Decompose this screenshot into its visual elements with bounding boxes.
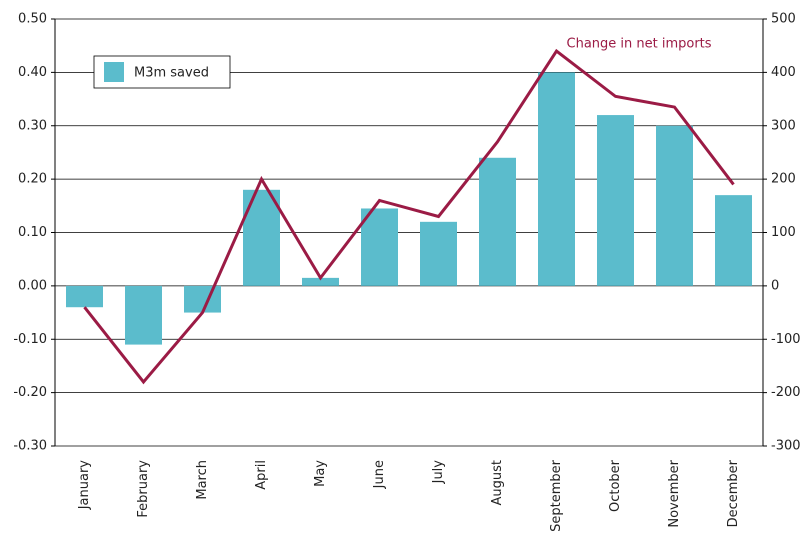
legend-swatch [104, 62, 124, 82]
line [83, 48, 735, 385]
y-tick-label: 0.10 [18, 225, 47, 240]
y-tick-label: -0.10 [13, 332, 47, 347]
bar [715, 195, 752, 286]
y-tick-label: -0.20 [13, 385, 47, 400]
x-tick-label: April [254, 460, 269, 490]
bar [597, 115, 634, 286]
bar [479, 157, 516, 286]
y-tick-label: -0.30 [13, 439, 47, 454]
legend-label: M3m saved [134, 66, 209, 81]
x-tick-label: June [372, 460, 387, 489]
x-tick-label: March [195, 460, 210, 500]
y-tick-label: 0.40 [18, 65, 47, 80]
x-tick-label: December [726, 459, 741, 527]
y2-tick-label: -200 [771, 385, 801, 400]
y2-tick-label: 500 [771, 12, 796, 27]
bar [420, 221, 457, 286]
bar [243, 189, 280, 286]
x-tick-label: May [313, 460, 328, 487]
x-tick-label: February [136, 460, 151, 518]
x-tick-label: November [667, 459, 682, 527]
x-tick-label: October [608, 459, 623, 512]
y-tick-label: 0.20 [18, 172, 47, 187]
y2-tick-label: -300 [771, 439, 801, 454]
x-tick-label: July [431, 460, 446, 485]
x-tick-label: August [490, 460, 505, 506]
bar [656, 125, 693, 286]
bar [66, 285, 103, 308]
y2-tick-label: 400 [771, 65, 796, 80]
y2-tick-label: 0 [771, 278, 779, 293]
bar [361, 208, 398, 286]
bar [125, 285, 162, 345]
y2-tick-label: 200 [771, 172, 796, 187]
x-tick-label: September [549, 459, 564, 532]
y2-tick-label: -100 [771, 332, 801, 347]
x-tick-label: January [77, 460, 92, 511]
bar [184, 285, 221, 313]
line-label: Change in net imports [567, 37, 712, 52]
y-tick-label: 0.30 [18, 118, 47, 133]
bar [302, 277, 339, 286]
y2-tick-label: 300 [771, 118, 796, 133]
y-tick-label: 0.50 [18, 12, 47, 27]
y-tick-label: 0.00 [18, 278, 47, 293]
y2-tick-label: 100 [771, 225, 796, 240]
bar [538, 72, 575, 286]
